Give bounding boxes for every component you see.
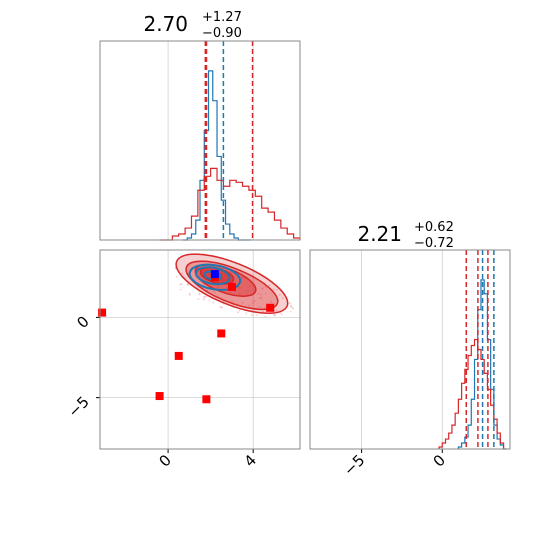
marginal-y-area	[310, 250, 510, 449]
joint-sample-point	[258, 305, 261, 308]
marginal-x-frame	[99, 40, 301, 241]
joint-sample-point	[241, 276, 243, 279]
marginal-x-histogram-series-1	[159, 167, 301, 241]
joint-sample-point	[247, 290, 250, 293]
joint-panel: 0 40−5	[64, 249, 301, 471]
joint-sample-point	[281, 297, 284, 300]
joint-sample-point	[208, 299, 211, 301]
joint-sample-point	[270, 300, 273, 303]
joint-sample-point	[179, 288, 182, 291]
marginal-y-title-value: 2.21	[357, 222, 402, 246]
joint-sample-point	[220, 306, 223, 309]
joint-sample-point	[272, 313, 275, 316]
joint-sample-point	[253, 300, 256, 303]
joint-sample-point	[239, 287, 241, 289]
joint-sample-point	[264, 315, 267, 318]
joint-sample-point	[275, 288, 278, 291]
joint-sample-point	[198, 275, 201, 277]
joint-sample-point	[198, 293, 201, 296]
joint-sample-point	[245, 312, 248, 315]
joint-sample-point	[198, 292, 201, 295]
joint-red-marker	[217, 329, 226, 338]
joint-sample-point	[251, 302, 254, 304]
joint-contour	[194, 266, 231, 286]
marginal-x-title-value: 2.70	[143, 12, 188, 36]
joint-sample-point	[241, 301, 244, 304]
marginal-x-title-lower: −0.90	[202, 26, 242, 41]
joint-sample-point	[203, 296, 205, 299]
joint-sample-point	[188, 293, 191, 295]
joint-sample-point	[289, 310, 292, 313]
joint-sample-point	[204, 295, 207, 298]
joint-sample-point	[238, 309, 241, 312]
joint-sample-point	[268, 284, 271, 287]
joint-red-marker	[174, 351, 183, 360]
joint-sample-point	[274, 314, 277, 317]
joint-sample-point	[260, 293, 262, 296]
joint-sample-point	[174, 267, 177, 270]
joint-sample-point	[248, 285, 251, 287]
marginal-y-frame	[309, 249, 511, 450]
joint-sample-point	[238, 292, 241, 295]
joint-sample-point	[181, 272, 184, 275]
joint-sample-point	[260, 296, 263, 299]
joint-sample-point	[292, 307, 295, 310]
joint-sample-point	[288, 302, 291, 305]
marginal-x-panel: 2.70 +1.27 −0.90	[99, 10, 301, 241]
joint-sample-point	[202, 298, 205, 301]
joint-sample-point	[264, 306, 267, 309]
joint-sample-point	[289, 304, 292, 307]
joint-contour	[188, 263, 242, 291]
joint-red-marker	[98, 308, 107, 317]
joint-sample-point	[291, 306, 293, 309]
joint-sample-point	[273, 288, 275, 291]
joint-sample-point	[179, 283, 182, 286]
joint-frame	[99, 249, 301, 450]
marginal-y-histogram-series-1	[438, 338, 505, 449]
joint-red-marker	[202, 395, 211, 404]
joint-sample-point	[275, 309, 278, 312]
marginal-x-title-upper: +1.27	[202, 10, 242, 25]
joint-sample-point	[212, 301, 215, 304]
joint-sample-point	[255, 314, 258, 317]
joint-sample-point	[231, 300, 234, 303]
joint-blue-marker	[210, 270, 219, 279]
marginal-y-panel: 2.21 +0.62 −0.72 −5 0	[309, 220, 511, 479]
joint-red-marker	[227, 282, 236, 291]
joint-sample-point	[280, 313, 283, 316]
joint-red-marker	[266, 303, 275, 312]
joint-sample-point	[219, 306, 221, 308]
joint-sample-point	[212, 290, 215, 293]
joint-sample-point	[262, 310, 264, 313]
joint-sample-point	[197, 298, 200, 300]
joint-red-marker	[155, 392, 164, 401]
joint-sample-point	[217, 286, 220, 288]
joint-sample-point	[278, 294, 281, 296]
joint-sample-point	[258, 297, 261, 300]
joint-sample-point	[257, 292, 260, 295]
marginal-y-title-upper: +0.62	[414, 220, 454, 235]
joint-sample-point	[251, 314, 254, 317]
marginal-y-title-lower: −0.72	[414, 236, 454, 251]
joint-sample-point	[237, 311, 240, 314]
joint-sample-point	[261, 288, 264, 290]
joint-sample-point	[175, 275, 178, 278]
joint-sample-point	[264, 292, 267, 295]
joint-sample-point	[214, 291, 217, 294]
joint-sample-point	[248, 304, 250, 307]
joint-area	[100, 250, 300, 449]
joint-sample-point	[264, 286, 267, 288]
joint-sample-point	[233, 290, 236, 293]
marginal-y-histogram-series-0	[457, 279, 507, 450]
marginal-x-histogram-series-0	[182, 70, 252, 241]
